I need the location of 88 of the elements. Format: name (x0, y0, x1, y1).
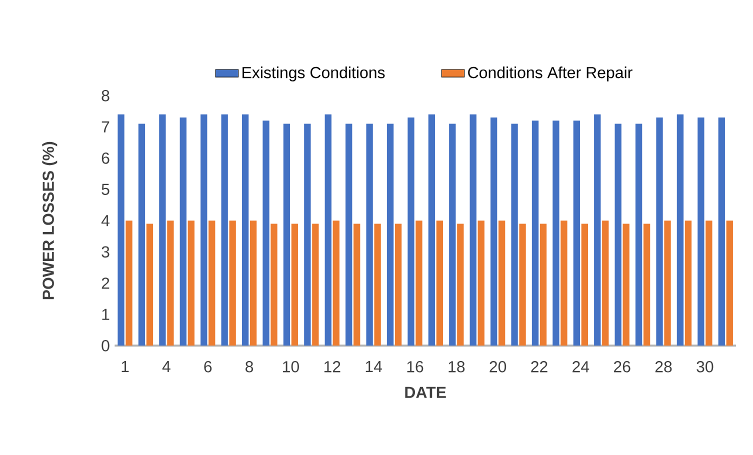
bar (676, 114, 684, 346)
bar (718, 118, 725, 346)
x-axis-title: DATE (405, 386, 446, 398)
bar (436, 220, 444, 346)
bar (490, 118, 498, 346)
bar (283, 124, 290, 346)
legend-label: Existings Conditions (242, 66, 385, 82)
bar (532, 120, 539, 346)
bar (449, 124, 456, 346)
bar (394, 224, 402, 346)
bar (457, 224, 464, 346)
bar (138, 124, 146, 346)
x-tick-label: 14 (366, 361, 382, 372)
x-tick-label: 6 (204, 361, 212, 372)
bar (366, 124, 373, 346)
bar (221, 114, 228, 346)
x-tick-label: 12 (324, 361, 340, 372)
bar (270, 224, 278, 346)
x-tick-label: 18 (448, 361, 465, 372)
y-tick-label: 4 (101, 215, 110, 226)
bar (386, 124, 394, 346)
bar (643, 224, 650, 346)
bar (200, 114, 208, 346)
bar (346, 124, 352, 346)
bar (304, 124, 311, 346)
bar (229, 220, 236, 346)
bar (478, 220, 484, 346)
y-tick-label: 3 (102, 246, 110, 258)
bar (242, 114, 249, 346)
bar (324, 114, 332, 346)
x-tick-label: 30 (696, 361, 714, 372)
bar (118, 114, 124, 346)
bar (428, 114, 436, 346)
bar (581, 224, 588, 346)
bar (635, 124, 642, 346)
bar (250, 220, 257, 346)
bar (208, 220, 216, 346)
bar (374, 224, 381, 346)
y-tick-label: 6 (102, 152, 110, 164)
bar (684, 220, 692, 346)
bar (408, 118, 414, 346)
bar (552, 120, 560, 346)
y-axis-title: POWER LOSSES (%) (42, 142, 58, 300)
x-tick-label: 4 (162, 361, 170, 372)
y-tick-label: 5 (102, 184, 110, 195)
x-tick-label: 20 (490, 361, 506, 372)
bar (698, 118, 704, 346)
bar (519, 224, 526, 346)
bar (354, 224, 360, 346)
bar (726, 220, 733, 346)
y-tick-label: 8 (102, 90, 110, 102)
legend-label: Conditions After Repair (468, 66, 632, 82)
y-tick-label: 0 (102, 340, 110, 352)
x-tick-label: 26 (614, 361, 630, 372)
bar (602, 220, 609, 346)
bar (291, 224, 298, 346)
y-tick-label: 1 (102, 308, 110, 320)
bar (167, 220, 174, 346)
bar (664, 220, 671, 346)
y-tick-label: 7 (102, 121, 110, 132)
bar (706, 220, 712, 346)
bar (416, 220, 422, 346)
y-tick-label: 2 (102, 278, 110, 289)
bar (126, 220, 132, 346)
x-tick-label: 28 (655, 361, 672, 372)
x-tick-label: 10 (283, 361, 299, 372)
bar (614, 124, 622, 346)
bar (146, 224, 154, 346)
bar (470, 114, 476, 346)
x-tick-label: 16 (407, 361, 424, 372)
bar (540, 224, 547, 346)
bar (622, 224, 630, 346)
bar (560, 220, 568, 346)
bar (594, 114, 601, 346)
x-tick-label: 24 (572, 361, 590, 372)
bar (159, 114, 166, 346)
bar (498, 220, 506, 346)
x-tick-label: 8 (246, 361, 254, 372)
bar (332, 220, 340, 346)
bar (656, 118, 663, 346)
bar (188, 220, 194, 346)
x-tick-label: 1 (122, 361, 129, 372)
bar (180, 118, 186, 346)
bar (312, 224, 319, 346)
bar (511, 124, 518, 346)
x-tick-label: 22 (531, 361, 548, 372)
bar (262, 120, 270, 346)
bar (573, 120, 580, 346)
